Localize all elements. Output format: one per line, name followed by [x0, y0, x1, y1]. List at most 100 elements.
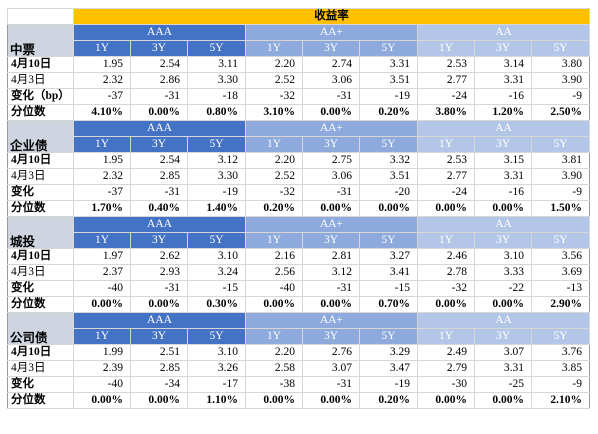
value-cell: 2.49	[417, 344, 475, 361]
tenor-header: 5Y	[530, 328, 591, 345]
grade-header-aaa: AAA	[73, 120, 246, 137]
value-cell: 0.00%	[417, 200, 475, 217]
value-cell: 0.00%	[474, 392, 532, 409]
tenor-header: 5Y	[530, 232, 591, 249]
tenor-header: 1Y	[73, 40, 131, 57]
value-cell: 2.53	[417, 56, 475, 73]
value-cell: 3.51	[359, 72, 418, 89]
value-cell: 0.00%	[73, 392, 131, 409]
tenor-header: 3Y	[474, 328, 532, 345]
value-cell: 0.00%	[359, 200, 418, 217]
value-cell: 0.00%	[474, 296, 532, 313]
value-cell: 2.58	[245, 360, 303, 377]
value-cell: 3.56	[530, 248, 591, 265]
tenor-header: 3Y	[474, 232, 532, 249]
value-cell: -16	[474, 88, 532, 105]
grade-header-row: 公司债 AAA AA+ AA	[7, 312, 591, 345]
value-cell: -37	[73, 184, 131, 201]
value-cell: 3.76	[530, 344, 591, 361]
value-cell: 2.78	[417, 264, 475, 281]
value-cell: -31	[302, 376, 360, 393]
data-row: 变化 -37 -31 -19 -32 -31 -20 -24 -16 -9	[7, 184, 591, 201]
data-row: 变化（bp） -37 -31 -18 -32 -31 -19 -24 -16 -9	[7, 88, 591, 105]
grade-header-aa: AA	[416, 216, 591, 233]
tenor-header: 1Y	[417, 328, 475, 345]
value-cell: -31	[302, 280, 360, 297]
value-cell: -32	[417, 280, 475, 297]
tenor-header-row: 1Y 3Y 5Y 1Y 3Y 5Y 1Y 3Y 5Y	[8, 232, 591, 249]
tenor-header: 3Y	[302, 136, 360, 153]
corner-cell	[7, 8, 74, 25]
value-cell: 0.40%	[130, 200, 188, 217]
value-cell: 2.32	[73, 168, 131, 185]
value-cell: 0.00%	[302, 200, 360, 217]
tenor-header: 1Y	[417, 232, 475, 249]
value-cell: -32	[245, 88, 303, 105]
value-cell: 2.81	[302, 248, 360, 265]
value-cell: 1.95	[73, 152, 131, 169]
value-cell: 0.70%	[359, 296, 418, 313]
tenor-header: 5Y	[359, 136, 418, 153]
value-cell: 0.00%	[474, 200, 532, 217]
data-row: 4月10日 1.95 2.54 3.12 2.20 2.75 3.32 2.53 3.15 3.8…	[7, 152, 591, 169]
grade-header-aa-plus: AA+	[245, 216, 418, 233]
value-cell: -24	[417, 88, 475, 105]
value-cell: 3.29	[359, 344, 418, 361]
value-cell: 4.10%	[73, 104, 131, 121]
data-row: 4月3日 2.39 2.85 3.26 2.58 3.07 3.47 2.79 3.31 3.85	[7, 360, 591, 377]
row-label: 变化	[7, 280, 74, 297]
value-cell: 2.46	[417, 248, 475, 265]
tenor-header-row: 1Y 3Y 5Y 1Y 3Y 5Y 1Y 3Y 5Y	[8, 328, 591, 345]
grade-header-aaa: AAA	[73, 312, 246, 329]
value-cell: 2.62	[130, 248, 188, 265]
value-cell: 3.31	[359, 56, 418, 73]
value-cell: 0.00%	[130, 104, 188, 121]
value-cell: 0.00%	[302, 104, 360, 121]
tenor-header: 3Y	[130, 136, 188, 153]
row-label: 4月10日	[7, 248, 74, 265]
value-cell: 2.90%	[530, 296, 591, 313]
grade-header-aa: AA	[416, 120, 591, 137]
value-cell: -37	[73, 88, 131, 105]
section-label: 中票	[7, 24, 74, 57]
value-cell: 2.54	[130, 152, 188, 169]
value-cell: 0.20%	[359, 392, 418, 409]
value-cell: 1.10%	[187, 392, 246, 409]
value-cell: 2.20	[245, 56, 303, 73]
value-cell: 3.31	[474, 360, 532, 377]
value-cell: 3.30	[187, 168, 246, 185]
value-cell: 3.80	[530, 56, 591, 73]
table-body: 收益率 中票 AAA AA+ AA 1Y 3Y 5Y 1Y 3Y 5Y 1Y 3Y 5Y 4月10日 1.9…	[7, 8, 591, 409]
section-label: 企业债	[7, 120, 74, 153]
value-cell: 0.00%	[245, 392, 303, 409]
value-cell: 3.69	[530, 264, 591, 281]
data-row: 分位数 1.70% 0.40% 1.40% 0.20% 0.00% 0.00% 0.00% 0.…	[7, 200, 591, 217]
data-row: 变化 -40 -34 -17 -38 -31 -19 -30 -25 -9	[7, 376, 591, 393]
value-cell: -20	[359, 184, 418, 201]
row-label: 变化（bp）	[7, 88, 74, 105]
value-cell: 3.15	[474, 152, 532, 169]
value-cell: 3.90	[530, 168, 591, 185]
value-cell: 3.26	[187, 360, 246, 377]
value-cell: -24	[417, 184, 475, 201]
section-label: 公司债	[7, 312, 74, 345]
tenor-header: 5Y	[187, 136, 246, 153]
tenor-header-row: 1Y 3Y 5Y 1Y 3Y 5Y 1Y 3Y 5Y	[8, 136, 591, 153]
value-cell: 3.32	[359, 152, 418, 169]
grade-header-row: 企业债 AAA AA+ AA	[7, 120, 591, 153]
tenor-header: 1Y	[245, 232, 303, 249]
row-label: 4月3日	[7, 264, 74, 281]
tenor-header: 1Y	[73, 232, 131, 249]
tenor-header: 5Y	[187, 328, 246, 345]
value-cell: 3.33	[474, 264, 532, 281]
value-cell: -40	[245, 280, 303, 297]
value-cell: 2.20	[245, 152, 303, 169]
value-cell: 2.53	[417, 152, 475, 169]
tenor-header: 5Y	[359, 232, 418, 249]
value-cell: 2.51	[130, 344, 188, 361]
value-cell: 0.00%	[302, 296, 360, 313]
value-cell: 0.20%	[245, 200, 303, 217]
value-cell: 3.81	[530, 152, 591, 169]
value-cell: -34	[130, 376, 188, 393]
row-label: 4月10日	[7, 344, 74, 361]
